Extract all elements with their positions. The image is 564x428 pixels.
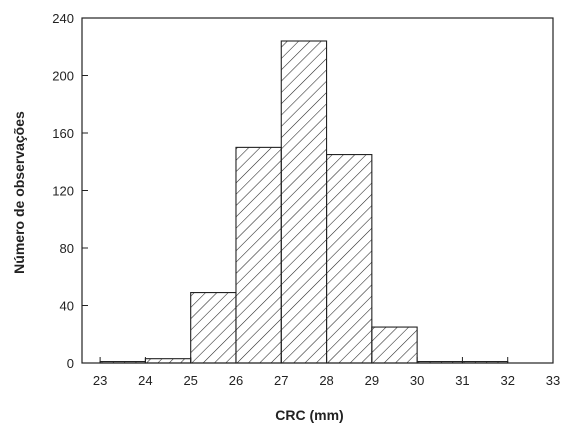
x-tick-label: 28 — [319, 373, 333, 388]
bar-24-25 — [144, 358, 192, 364]
x-tick-label: 33 — [546, 373, 560, 388]
y-tick-label: 80 — [60, 241, 74, 256]
y-tick-label: 240 — [52, 11, 74, 26]
y-tick-label: 0 — [67, 356, 74, 371]
x-tick-label: 24 — [138, 373, 152, 388]
x-tick-label: 29 — [365, 373, 379, 388]
x-tick-label: 23 — [93, 373, 107, 388]
x-tick-label: 26 — [229, 373, 243, 388]
x-tick-label: 31 — [455, 373, 469, 388]
y-axis-title: Número de observações — [11, 111, 27, 274]
y-tick-label: 160 — [52, 126, 74, 141]
bar-25-26 — [190, 292, 237, 364]
bar-29-30 — [371, 326, 418, 364]
x-tick-label: 25 — [183, 373, 197, 388]
x-tick-label: 30 — [410, 373, 424, 388]
y-tick-label: 40 — [60, 299, 74, 314]
x-axis: 23 24 25 26 27 28 29 30 31 32 33 — [93, 357, 560, 388]
y-tick-label: 200 — [52, 69, 74, 84]
x-tick-label: 27 — [274, 373, 288, 388]
y-tick-label: 120 — [52, 184, 74, 199]
x-axis-title: CRC (mm) — [275, 407, 343, 423]
bars-group — [99, 40, 509, 364]
bar-28-29 — [326, 154, 373, 364]
y-axis: 0 40 80 120 160 200 240 — [52, 11, 88, 371]
bar-27-28 — [280, 40, 328, 364]
x-tick-label: 32 — [500, 373, 514, 388]
bar-26-27 — [235, 146, 282, 364]
